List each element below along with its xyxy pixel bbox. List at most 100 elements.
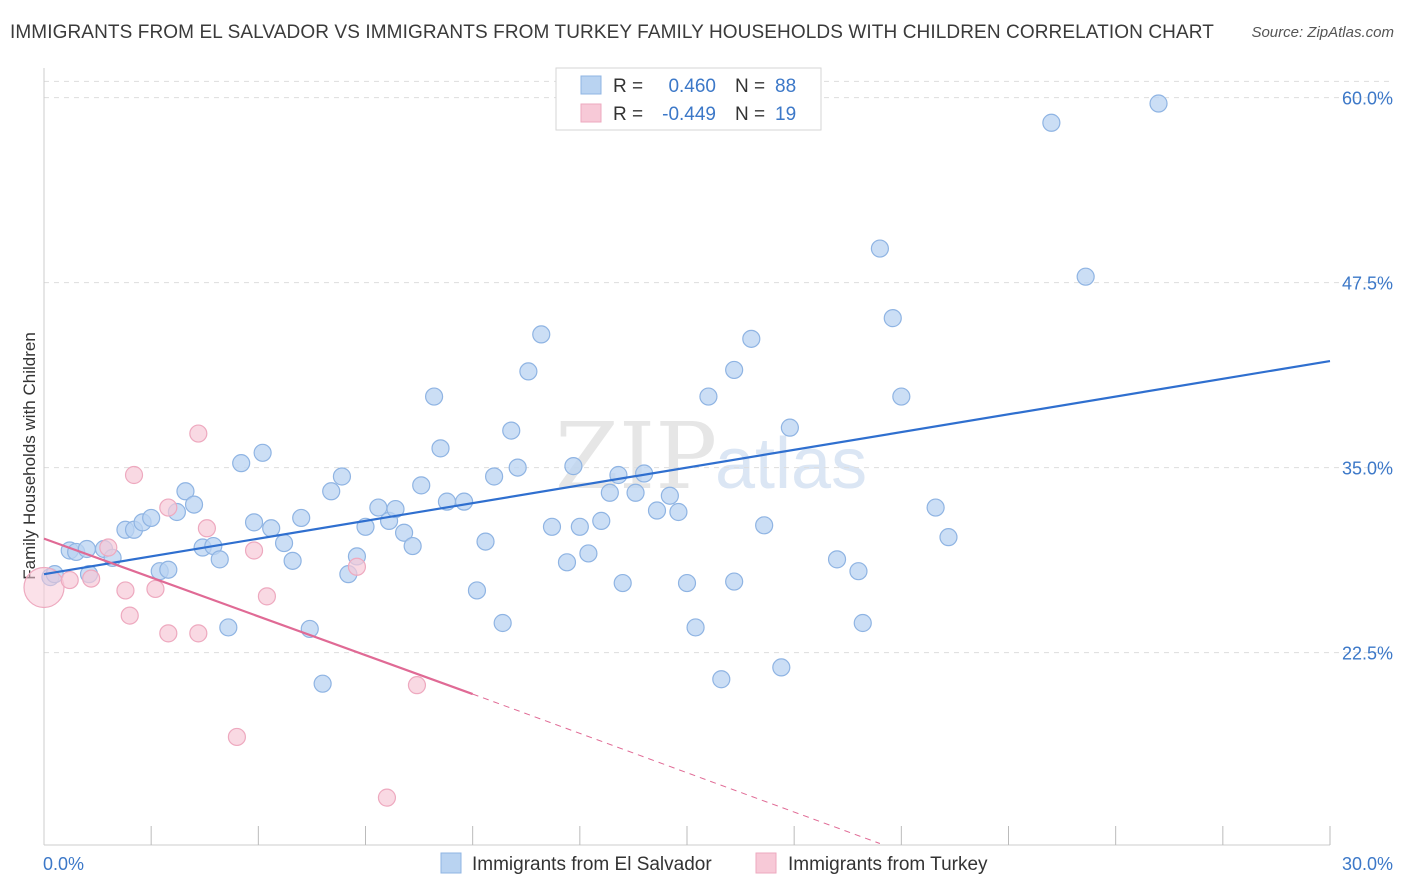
data-point-turkey xyxy=(244,541,264,560)
data-point-el-salvador xyxy=(532,325,551,344)
data-point-turkey xyxy=(23,566,65,609)
gridlines xyxy=(44,80,1393,654)
bottom-legend-label-turkey: Immigrants from Turkey xyxy=(788,854,988,875)
data-point-el-salvador xyxy=(253,443,272,462)
data-point-el-salvador xyxy=(849,562,868,581)
data-point-el-salvador xyxy=(592,511,611,530)
data-point-el-salvador xyxy=(244,513,264,532)
data-point-el-salvador xyxy=(502,421,521,440)
data-point-el-salvador xyxy=(454,492,474,511)
trend-lines xyxy=(43,359,1331,844)
legend-r-value-2: -0.449 xyxy=(662,104,716,125)
data-point-turkey xyxy=(159,624,178,643)
trend-line-el-salvador xyxy=(43,359,1331,576)
data-point-el-salvador xyxy=(493,613,512,633)
data-point-el-salvador xyxy=(755,516,774,535)
data-point-turkey xyxy=(189,624,208,643)
data-point-turkey xyxy=(120,606,139,625)
data-point-turkey xyxy=(407,676,427,695)
data-point-el-salvador xyxy=(476,532,495,551)
data-point-el-salvador xyxy=(485,467,504,486)
data-point-el-salvador xyxy=(699,387,718,406)
data-point-el-salvador xyxy=(570,517,589,536)
data-point-turkey xyxy=(82,569,101,588)
series-el-salvador-points xyxy=(41,94,1168,693)
bottom-legend-swatch-blue xyxy=(440,852,462,874)
data-point-el-salvador xyxy=(600,483,619,502)
y-tick-labels: 22.5% 35.0% 47.5% 60.0% xyxy=(1342,89,1393,664)
data-point-turkey xyxy=(159,498,178,517)
data-point-el-salvador xyxy=(772,658,791,677)
data-point-el-salvador xyxy=(712,670,731,689)
data-point-el-salvador xyxy=(431,439,450,458)
data-point-turkey xyxy=(197,519,216,538)
data-point-el-salvador xyxy=(176,482,195,501)
data-point-el-salvador xyxy=(412,476,431,495)
data-point-el-salvador xyxy=(332,467,352,486)
data-point-el-salvador xyxy=(725,360,744,380)
data-point-el-salvador xyxy=(386,499,405,519)
data-point-turkey xyxy=(377,788,397,807)
data-point-el-salvador xyxy=(262,519,281,538)
data-point-el-salvador xyxy=(626,483,645,502)
data-point-turkey xyxy=(99,538,118,557)
data-point-el-salvador xyxy=(827,550,847,569)
chart-title: IMMIGRANTS FROM EL SALVADOR VS IMMIGRANT… xyxy=(10,22,1214,43)
trend-line-turkey-extension xyxy=(472,693,881,844)
data-point-el-salvador xyxy=(579,544,598,563)
data-point-el-salvador xyxy=(467,581,487,600)
data-point-el-salvador xyxy=(647,501,667,520)
data-point-el-salvador xyxy=(508,458,527,477)
series-legend: Immigrants from El Salvador Immigrants f… xyxy=(440,852,988,875)
data-point-el-salvador xyxy=(780,418,799,437)
data-point-el-salvador xyxy=(1149,94,1168,113)
data-point-el-salvador xyxy=(686,618,705,637)
data-point-el-salvador xyxy=(394,523,414,542)
data-point-el-salvador xyxy=(725,572,744,591)
data-point-turkey xyxy=(189,424,208,443)
data-point-el-salvador xyxy=(283,551,302,570)
data-point-el-salvador xyxy=(660,486,679,505)
data-point-turkey xyxy=(146,579,165,599)
data-point-el-salvador xyxy=(424,387,444,406)
data-point-el-salvador xyxy=(883,309,902,328)
data-point-el-salvador xyxy=(564,457,583,476)
data-point-el-salvador xyxy=(184,495,204,514)
trend-line-turkey xyxy=(43,537,474,696)
correlation-legend: R = 0.460 N = 88 R = -0.449 N = 19 xyxy=(555,67,822,131)
data-point-el-salvador xyxy=(292,508,311,528)
watermark-atlas: atlas xyxy=(715,424,867,504)
data-point-el-salvador xyxy=(210,550,229,569)
legend-r-value-1: 0.460 xyxy=(668,76,716,97)
data-point-el-salvador xyxy=(892,387,911,406)
legend-n-value-1: 88 xyxy=(775,76,796,97)
data-point-el-salvador xyxy=(853,613,872,633)
y-tick-label: 22.5% xyxy=(1342,644,1393,664)
x-ticks xyxy=(150,826,1331,845)
legend-r-label-2: R = xyxy=(613,104,643,125)
data-point-turkey xyxy=(116,581,135,600)
data-point-el-salvador xyxy=(403,536,422,556)
bottom-legend-label-el-salvador: Immigrants from El Salvador xyxy=(472,854,712,875)
data-point-turkey xyxy=(257,587,277,606)
data-point-el-salvador xyxy=(159,560,178,579)
data-point-el-salvador xyxy=(870,239,890,258)
data-point-el-salvador xyxy=(1076,267,1095,286)
y-axis-label: Family Households with Children xyxy=(20,332,39,580)
data-point-el-salvador xyxy=(557,553,577,572)
data-point-el-salvador xyxy=(1042,113,1061,132)
data-point-el-salvador xyxy=(142,508,161,528)
data-point-el-salvador xyxy=(669,502,688,522)
series-turkey-points xyxy=(23,424,427,807)
data-point-el-salvador xyxy=(926,498,945,517)
x-tick-label-max: 30.0% xyxy=(1342,854,1393,874)
data-point-el-salvador xyxy=(542,517,562,536)
y-tick-label: 35.0% xyxy=(1342,459,1393,479)
data-point-turkey xyxy=(60,570,79,590)
data-point-turkey xyxy=(227,727,246,747)
data-point-turkey xyxy=(347,557,367,576)
data-point-el-salvador xyxy=(677,573,697,593)
source-label: Source: ZipAtlas.com xyxy=(1251,24,1394,41)
legend-n-label-1: N = xyxy=(735,76,765,97)
data-point-el-salvador xyxy=(313,674,332,693)
